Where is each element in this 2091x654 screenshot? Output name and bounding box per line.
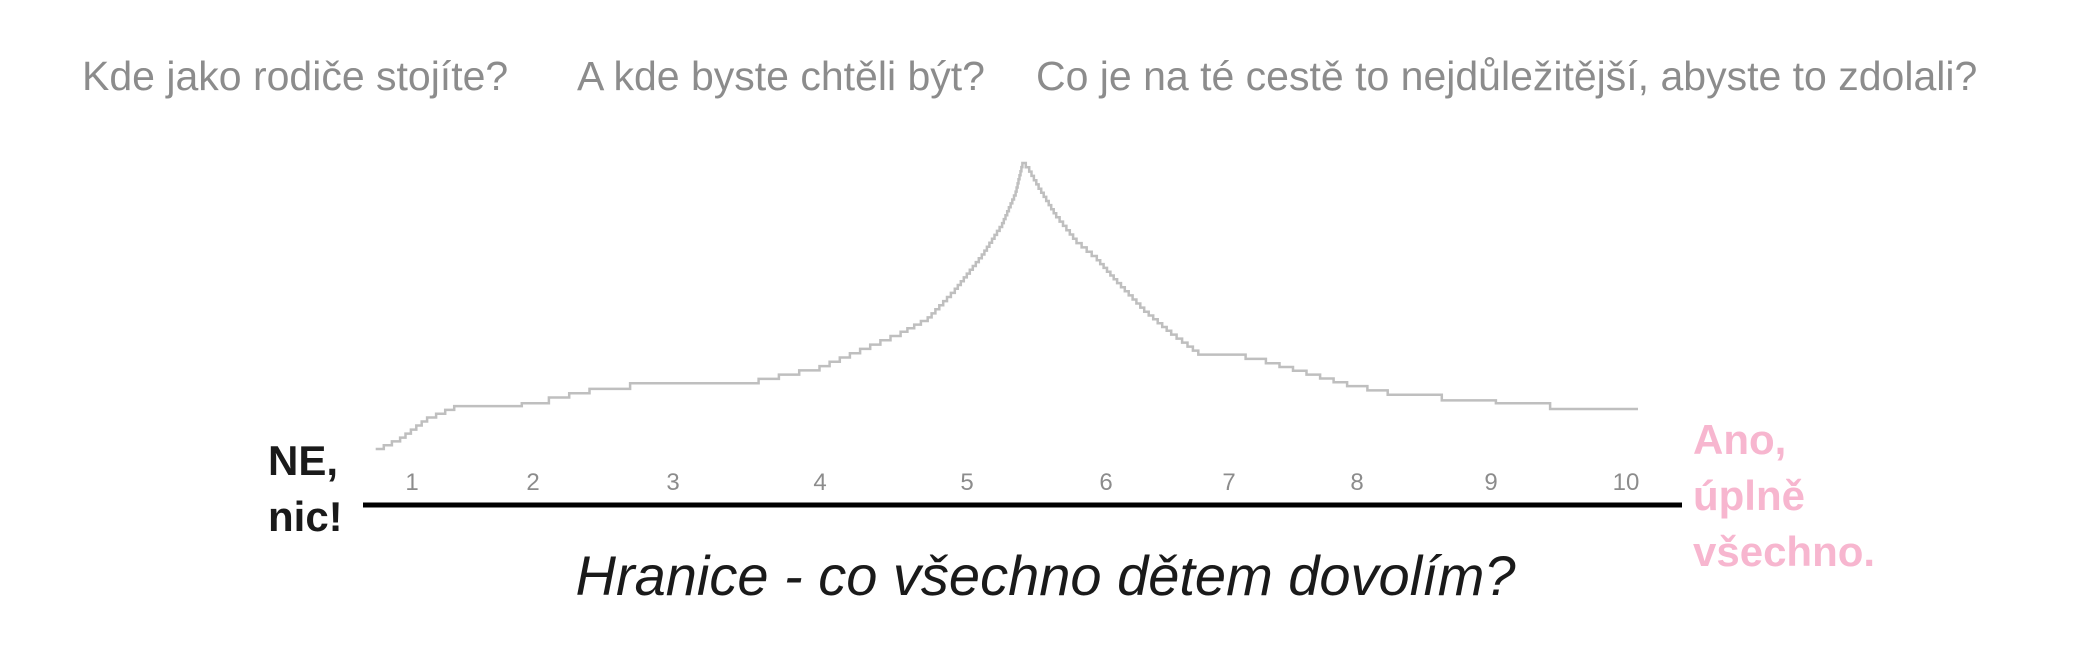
x-tick-label: 1 <box>405 469 418 496</box>
x-tick-label: 5 <box>960 469 973 496</box>
scale-left-end-line: nic! <box>268 493 343 540</box>
x-tick-labels: 1 2 3 4 5 6 7 8 9 10 <box>405 469 1639 496</box>
x-tick-label: 9 <box>1484 469 1497 496</box>
question-where-parents-stand: Kde jako rodiče stojíte? <box>82 53 509 99</box>
x-tick-label: 4 <box>813 469 826 496</box>
scale-right-end-line: Ano, <box>1693 416 1787 463</box>
scale-right-end-line: všechno. <box>1693 528 1876 575</box>
scale-right-end-line: úplně <box>1693 472 1805 519</box>
scale-right-end-label: Ano, úplně všechno. <box>1693 412 1875 580</box>
x-tick-label: 2 <box>526 469 539 496</box>
distribution-curve <box>375 161 1638 451</box>
scale-left-end-label: NE, nic! <box>268 433 343 545</box>
scale-left-end-line: NE, <box>268 437 339 484</box>
x-tick-label: 8 <box>1350 469 1363 496</box>
question-most-important: Co je na té cestě to nejdůležitější, aby… <box>1036 53 1978 99</box>
x-tick-label: 10 <box>1613 469 1640 496</box>
x-tick-label: 6 <box>1099 469 1112 496</box>
chart-title: Hranice - co všechno dětem dovolím? <box>575 544 1516 607</box>
question-where-want-to-be: A kde byste chtěli být? <box>577 53 985 99</box>
x-tick-label: 7 <box>1222 469 1235 496</box>
x-tick-label: 3 <box>666 469 679 496</box>
